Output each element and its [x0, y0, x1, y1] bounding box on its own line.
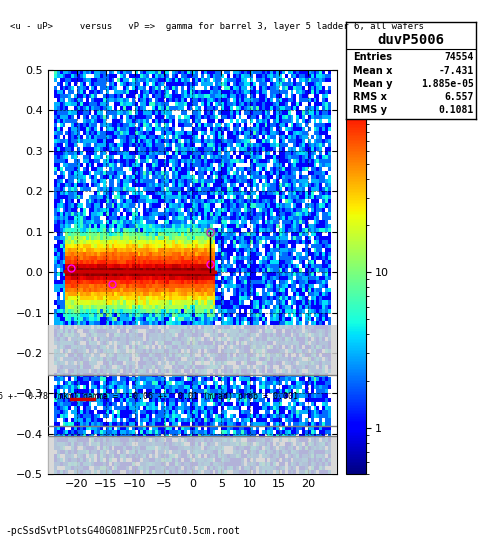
Text: <u - uP>     versus   vP =>  gamma for barrel 3, layer 5 ladder 6, all wafers: <u - uP> versus vP => gamma for barrel 3… [10, 22, 422, 31]
Bar [48, 436, 336, 474]
Text: 1.885e-05: 1.885e-05 [420, 79, 473, 89]
Text: Mean x: Mean x [352, 66, 391, 76]
Text: -pcSsdSvtPlotsG40G081NFP25rCut0.5cm.root: -pcSsdSvtPlotsG40G081NFP25rCut0.5cm.root [5, 526, 240, 536]
Text: duvP5006: duvP5006 [377, 33, 444, 47]
Text: 74554: 74554 [444, 52, 473, 63]
Text: 0.1081: 0.1081 [437, 105, 473, 115]
Text: RMS x: RMS x [352, 92, 386, 102]
Text: -7.431: -7.431 [437, 66, 473, 76]
Bar [48, 324, 336, 375]
Text: RMS y: RMS y [352, 105, 386, 115]
Text: du =  -4.16 +-  0.78 (mkm) gamma =  -0.06 +-  0.01 (mrad) prob = 0.001: du = -4.16 +- 0.78 (mkm) gamma = -0.06 +… [0, 392, 298, 401]
Text: Mean y: Mean y [352, 79, 392, 89]
Text: 6.557: 6.557 [444, 92, 473, 102]
Text: Entries: Entries [352, 52, 391, 63]
